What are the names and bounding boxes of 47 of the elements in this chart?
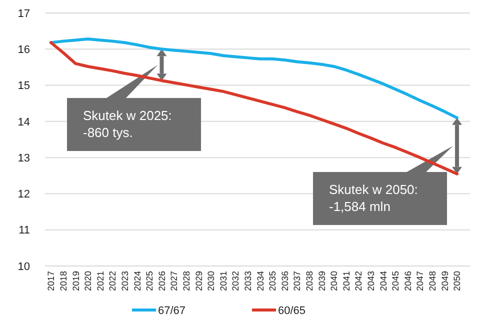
annotation: Skutek w 2025: -860 tys. xyxy=(83,108,172,140)
x-tick-label: 2036 xyxy=(280,271,290,292)
x-tick-label: 2040 xyxy=(329,271,340,292)
x-tick-label: 2022 xyxy=(108,271,118,292)
x-tick-label: 2049 xyxy=(440,271,450,292)
y-tick-label: 17 xyxy=(18,8,30,20)
x-tick-label: 2046 xyxy=(402,271,413,292)
x-tick-label: 2047 xyxy=(415,271,426,292)
x-tick-label: 2037 xyxy=(292,271,302,292)
y-tick-label: 10 xyxy=(18,260,30,273)
x-tick-label: 2034 xyxy=(255,271,266,292)
x-tick-label: 2033 xyxy=(243,271,253,292)
x-tick-label: 2031 xyxy=(218,271,228,292)
annotation: Skutek w 2050: -1,584 mln xyxy=(329,182,418,214)
x-tick-label: 2038 xyxy=(304,271,315,292)
x-tick-label: 2039 xyxy=(316,271,327,292)
x-tick-label: 2028 xyxy=(181,271,192,292)
x-tick-label: 2025 xyxy=(144,271,155,292)
legend-label: 60/65 xyxy=(278,304,306,317)
y-tick-label: 12 xyxy=(18,188,30,201)
x-tick-label: 2017 xyxy=(46,271,56,292)
legend-label: 67/67 xyxy=(158,304,186,317)
x-tick-label: 2042 xyxy=(354,271,364,292)
x-tick-label: 2043 xyxy=(366,271,376,292)
x-tick-label: 2050 xyxy=(452,271,462,292)
x-tick-label: 2030 xyxy=(206,271,216,292)
y-tick-label: 14 xyxy=(18,116,30,128)
x-tick-label: 2018 xyxy=(58,271,68,292)
x-tick-label: 2029 xyxy=(194,271,204,292)
x-tick-label: 2020 xyxy=(83,271,94,292)
x-tick-label: 2032 xyxy=(230,271,241,292)
line-series xyxy=(50,38,458,120)
y-tick-label: 15 xyxy=(18,80,30,92)
y-tick-label: 11 xyxy=(18,224,30,237)
x-tick-label: 2026 xyxy=(156,271,167,292)
x-tick-label: 2027 xyxy=(169,271,180,292)
x-tick-label: 2024 xyxy=(132,271,142,292)
x-tick-label: 2041 xyxy=(341,271,352,292)
x-tick-label: 2045 xyxy=(390,271,401,292)
x-tick-label: 2021 xyxy=(95,271,106,292)
y-tick-label: 13 xyxy=(18,152,30,164)
x-tick-label: 2019 xyxy=(70,271,81,292)
x-tick-label: 2048 xyxy=(428,271,438,292)
x-tick-label: 2035 xyxy=(268,271,278,292)
y-tick-label: 16 xyxy=(18,44,30,56)
x-tick-label: 2023 xyxy=(120,271,130,292)
x-tick-label: 2044 xyxy=(378,271,388,292)
